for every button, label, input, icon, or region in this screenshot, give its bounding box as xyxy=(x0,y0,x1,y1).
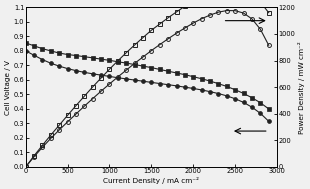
X-axis label: Current Density / mA cm⁻²: Current Density / mA cm⁻² xyxy=(103,177,199,184)
Y-axis label: Power Density / mW cm⁻²: Power Density / mW cm⁻² xyxy=(298,41,305,134)
Y-axis label: Cell Voltage / V: Cell Voltage / V xyxy=(5,60,11,115)
